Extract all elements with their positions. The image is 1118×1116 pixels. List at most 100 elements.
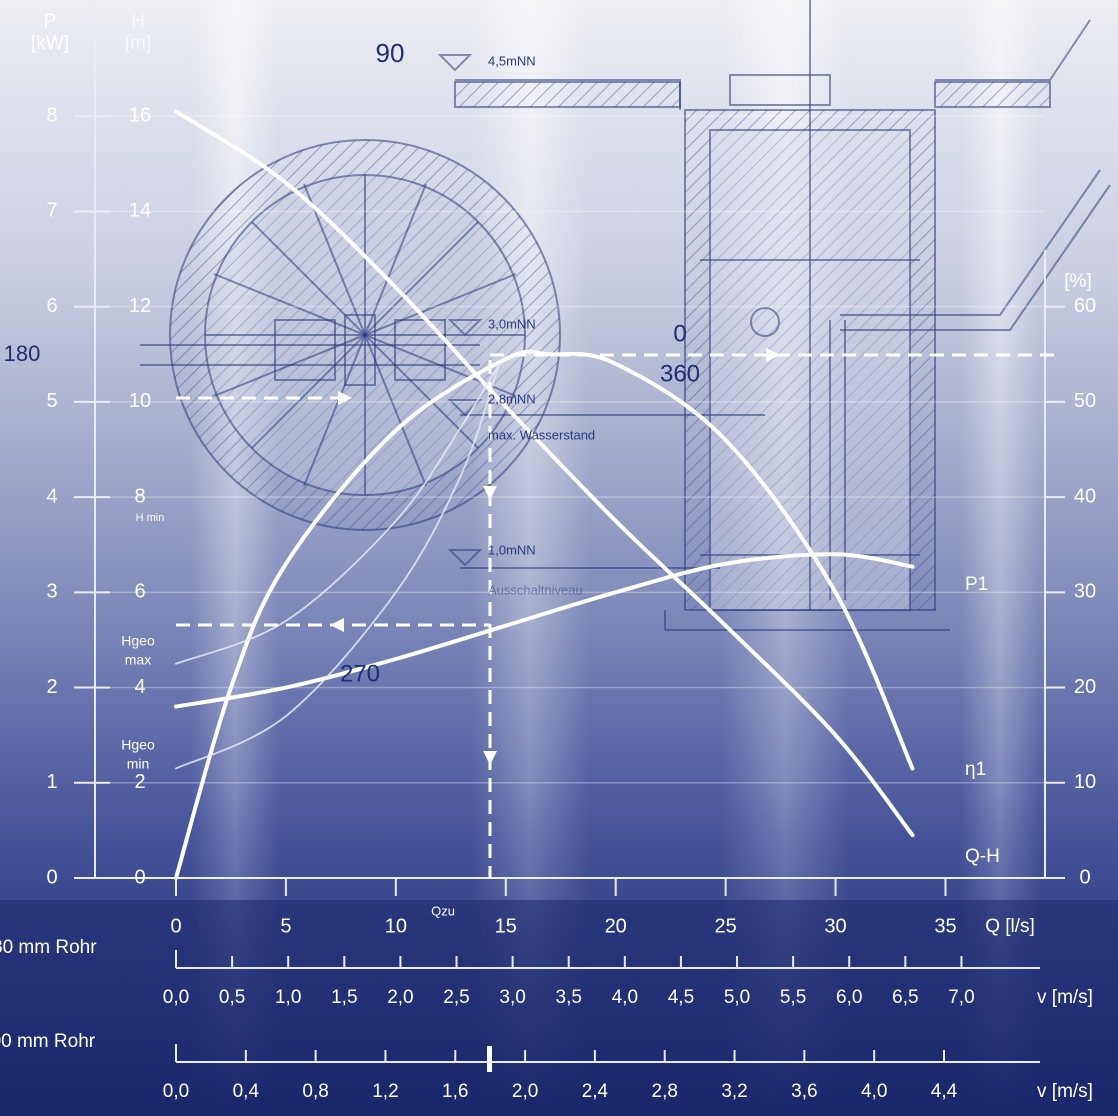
- scale-tick-label: 4,0: [612, 987, 638, 1008]
- y2-tick-label: 0: [134, 866, 145, 888]
- series-label: Hgeo: [121, 737, 155, 753]
- annotation: 90: [376, 38, 405, 68]
- scale-tick-label: 0,8: [302, 1081, 328, 1102]
- series-label: P1: [965, 574, 988, 595]
- y-tick-label: 2: [46, 676, 57, 698]
- y-tick-label: 0: [46, 866, 57, 888]
- scale-tick-label: 3,0: [499, 987, 525, 1008]
- y2-tick-label: 8: [134, 485, 145, 507]
- y3-axis-label: [%]: [1064, 271, 1091, 292]
- scale-tick-label: 3,2: [721, 1081, 747, 1102]
- y3-tick-label: 10: [1074, 771, 1096, 793]
- scale-tick-label: 7,0: [948, 987, 974, 1008]
- series-label: max: [125, 652, 151, 668]
- series-label: Hgeo: [121, 633, 155, 649]
- bottom-band: [0, 900, 1118, 1116]
- scale-tick-label: 0,5: [219, 987, 245, 1008]
- y2-tick-label: 4: [134, 676, 145, 698]
- y-tick-label: 3: [46, 581, 57, 603]
- x-tick-label: 25: [714, 915, 736, 937]
- series-line: [175, 362, 501, 770]
- y2-tick-label: 2: [134, 771, 145, 793]
- y3-tick-label: 40: [1074, 485, 1096, 507]
- y-tick-label: 4: [46, 485, 57, 507]
- y2-axis-label: [m]: [125, 33, 151, 54]
- x-tick-label: 15: [495, 915, 517, 937]
- scale-tick-label: 1,5: [331, 987, 357, 1008]
- scale-tick-label: 0,0: [163, 987, 189, 1008]
- scale-tick-label: 2,0: [512, 1081, 538, 1102]
- guide-arrows: [330, 348, 780, 765]
- reading-marker: [487, 1046, 492, 1072]
- scale-name: 80 mm Rohr: [0, 937, 97, 958]
- annotation: 3,0mNN: [488, 316, 536, 331]
- scale-name: 100 mm Rohr: [0, 1031, 96, 1052]
- y3-tick-label: 0: [1079, 866, 1090, 888]
- plot: [174, 109, 915, 880]
- y3-tick-label: 60: [1074, 295, 1096, 317]
- scale-tick-label: 5,5: [780, 987, 806, 1008]
- y-tick-label: 5: [46, 390, 57, 412]
- annotation: H min: [136, 512, 165, 524]
- scale-axis-label: v [m/s]: [1037, 987, 1093, 1008]
- scale-tick-label: 3,6: [791, 1081, 817, 1102]
- annotation: 270: [340, 660, 380, 687]
- annotation: 2,8mNN: [488, 391, 536, 406]
- scale-tick-label: 2,5: [443, 987, 469, 1008]
- x-tick-label: 35: [934, 915, 956, 937]
- x-tick-label: 10: [385, 915, 407, 937]
- annotation: 180: [4, 341, 41, 366]
- scale-tick-label: 1,0: [275, 987, 301, 1008]
- scale-tick-label: 3,5: [556, 987, 582, 1008]
- y-axis-label: [kW]: [31, 33, 69, 54]
- annotation: 1,0mNN: [488, 542, 536, 557]
- annotation: 0: [673, 320, 686, 347]
- scale-tick-label: 2,8: [652, 1081, 678, 1102]
- scale-tick-label: 6,0: [836, 987, 862, 1008]
- scale-axis-label: v [m/s]: [1037, 1081, 1093, 1102]
- scale-tick-label: 6,5: [892, 987, 918, 1008]
- scale-tick-label: 4,4: [931, 1081, 958, 1102]
- y3-tick-label: 50: [1074, 390, 1096, 412]
- scale-tick-label: 4,0: [861, 1081, 887, 1102]
- x-tick-label: 30: [824, 915, 846, 937]
- scale-tick-label: 5,0: [724, 987, 750, 1008]
- series-line: [174, 552, 915, 709]
- y2-tick-label: 10: [129, 390, 151, 412]
- annotation: Qzu: [431, 903, 455, 918]
- series-line: [174, 349, 915, 880]
- y-tick-label: 1: [46, 771, 57, 793]
- series-label: Q-H: [965, 846, 1000, 867]
- annotation: 4,5mNN: [488, 53, 536, 68]
- scale-tick-label: 2,4: [582, 1081, 609, 1102]
- technical-drawing: [140, 0, 1111, 631]
- annotation: 360: [660, 360, 700, 387]
- scale-tick-label: 0,0: [163, 1081, 189, 1102]
- scale-tick-label: 2,0: [387, 987, 413, 1008]
- y-axis-label: P: [44, 11, 57, 32]
- grid: [95, 115, 1045, 879]
- scale-tick-label: 1,2: [372, 1081, 398, 1102]
- x-tick-label: 20: [605, 915, 627, 937]
- y-tick-label: 6: [46, 295, 57, 317]
- y2-tick-label: 6: [134, 581, 145, 603]
- series-label: min: [127, 756, 150, 772]
- annotation: max. Wasserstand: [488, 427, 595, 442]
- y3-tick-label: 30: [1074, 581, 1096, 603]
- y3-tick-label: 20: [1074, 676, 1096, 698]
- y-tick-label: 8: [46, 105, 57, 127]
- scale-tick-label: 1,6: [442, 1081, 468, 1102]
- y2-tick-label: 16: [129, 105, 151, 127]
- series-label: η1: [965, 759, 986, 780]
- y2-axis-label: H: [131, 11, 145, 32]
- y2-tick-label: 12: [129, 295, 151, 317]
- y-tick-label: 7: [46, 200, 57, 222]
- y2-tick-label: 14: [129, 200, 151, 222]
- x-axis-label: Q [l/s]: [985, 916, 1035, 937]
- series-line: [174, 109, 915, 838]
- annotation: Ausschaltniveau: [488, 582, 583, 597]
- x-tick-label: 0: [170, 915, 181, 937]
- scale-tick-label: 0,4: [233, 1081, 260, 1102]
